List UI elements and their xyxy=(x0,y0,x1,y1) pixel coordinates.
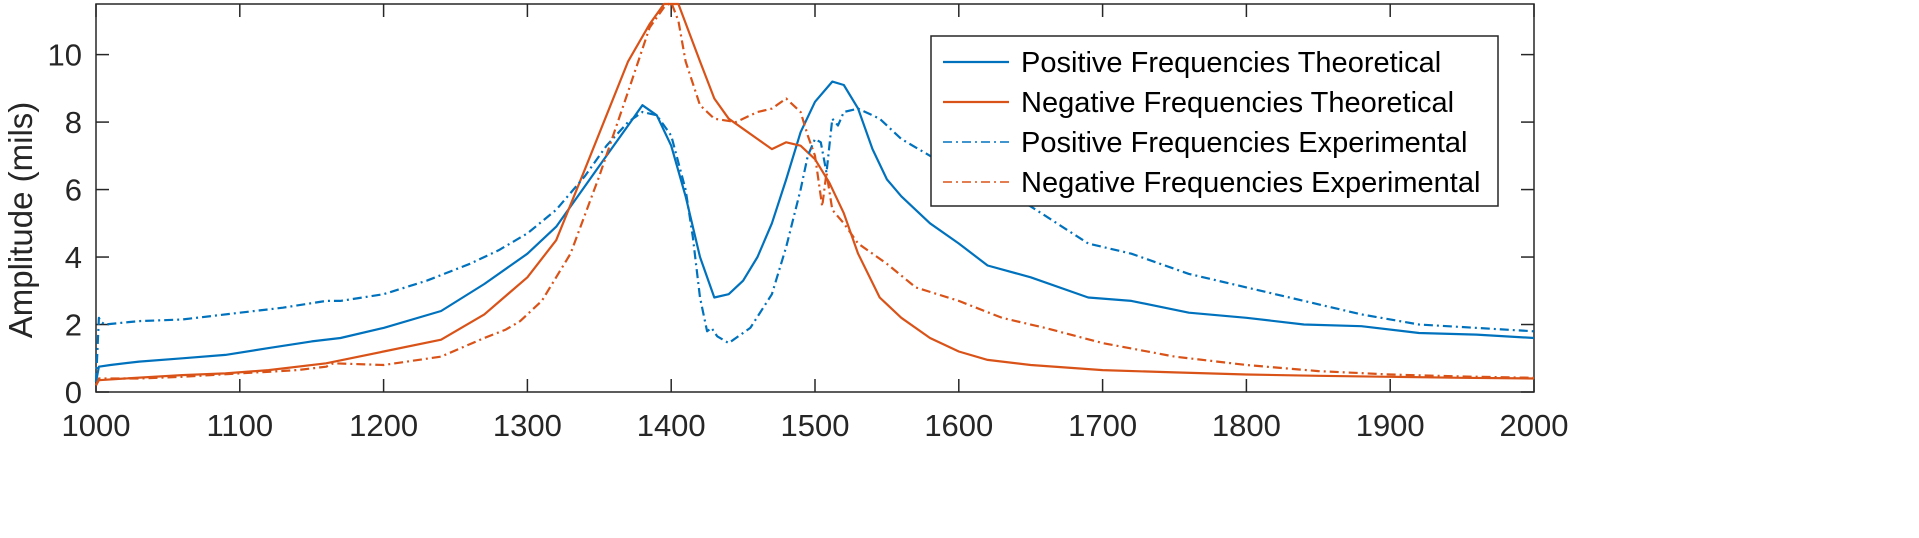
y-tick-label: 2 xyxy=(65,308,82,343)
legend-box xyxy=(930,35,1499,207)
y-tick-label: 4 xyxy=(65,240,82,275)
x-tick-label: 1600 xyxy=(924,408,993,443)
x-tick-label: 1500 xyxy=(781,408,850,443)
x-tick-label: 1400 xyxy=(637,408,706,443)
x-axis-ticks: 1000 1100 1200 1300 1400 1500 1600 1700 1800 1900… xyxy=(62,4,1569,443)
x-tick-label: 1300 xyxy=(493,408,562,443)
legend-label-3: Positive Frequencies Experimental xyxy=(1021,127,1467,159)
series-line-2 xyxy=(95,2,1535,386)
y-tick-label: 8 xyxy=(65,105,82,140)
x-tick-label: 1800 xyxy=(1212,408,1281,443)
series-line-1 xyxy=(94,80,1535,383)
legend: Positive Frequencies Theoretical Negative… xyxy=(930,35,1499,207)
y-tick-label: 10 xyxy=(48,38,82,73)
legend-label-1: Positive Frequencies Theoretical xyxy=(1021,47,1441,79)
y-axis-label-group: Amplitude (mils) xyxy=(2,102,39,339)
x-tick-label: 1700 xyxy=(1068,408,1137,443)
y-tick-label: 6 xyxy=(65,173,82,208)
x-tick-label: 1100 xyxy=(206,408,273,443)
x-tick-label: 2000 xyxy=(1500,408,1569,443)
legend-label-2: Negative Frequencies Theoretical xyxy=(1021,87,1454,119)
x-tick-label: 1900 xyxy=(1356,408,1425,443)
legend-label-4: Negative Frequencies Experimental xyxy=(1021,167,1480,199)
x-tick-label: 1200 xyxy=(349,408,418,443)
y-axis-label: Amplitude (mils) xyxy=(2,102,39,339)
y-tick-label: 0 xyxy=(65,375,82,410)
series-line-4 xyxy=(94,1,1535,386)
x-tick-label: 1000 xyxy=(62,408,131,443)
